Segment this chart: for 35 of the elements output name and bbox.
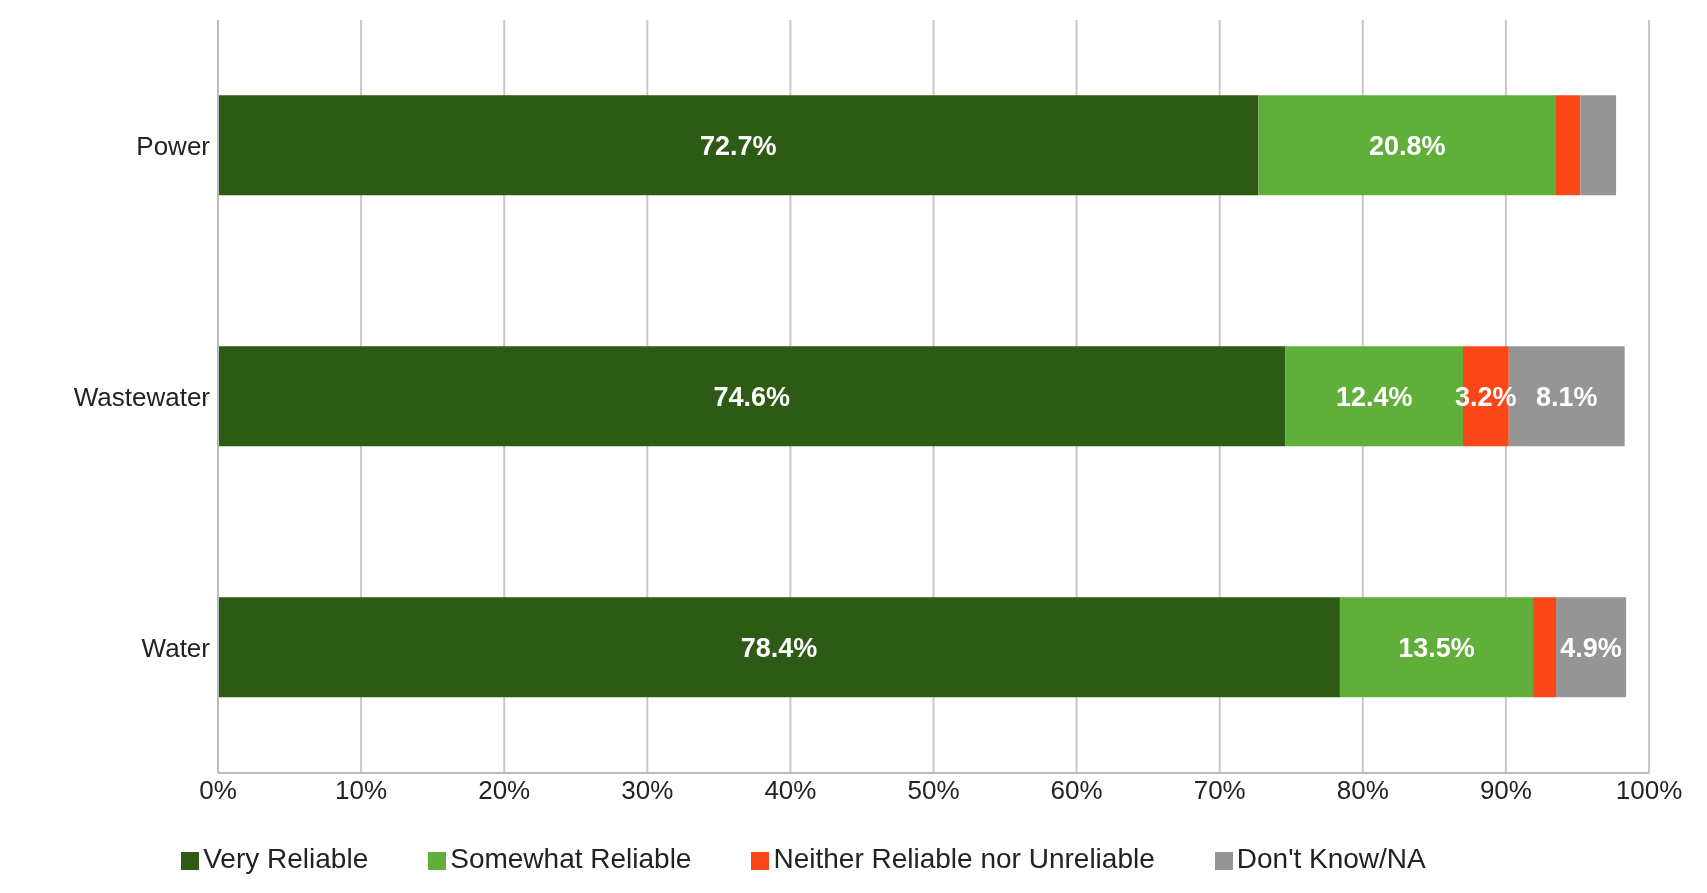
x-tick-label: 40% (764, 775, 817, 806)
legend-label: Neither Reliable nor Unreliable (773, 843, 1155, 874)
bar (1555, 597, 1627, 698)
data-label: 20.8% (1368, 130, 1446, 161)
bar (1339, 597, 1534, 698)
data-label: 4.9% (1560, 632, 1622, 663)
data-label: 8.1% (1535, 381, 1598, 412)
legend-label: Somewhat Reliable (450, 843, 692, 874)
y-tick-label: Wastewater (73, 381, 211, 412)
x-tick-label: 60% (1050, 775, 1103, 806)
bar (218, 346, 1286, 447)
data-label: 74.6% (713, 381, 791, 412)
data-label: 12.4% (1335, 381, 1413, 412)
legend-label: Don't Know/NA (1236, 843, 1426, 874)
x-tick-label: 80% (1336, 775, 1389, 806)
legend-label: Very Reliable (203, 843, 369, 874)
bar (218, 597, 1340, 698)
x-tick-label: 100% (1615, 775, 1683, 806)
data-label: 72.7% (699, 130, 777, 161)
y-tick-label: Power (136, 130, 211, 161)
x-tick-label: 10% (335, 775, 388, 806)
x-tick-label: 30% (621, 775, 674, 806)
bar (1555, 95, 1581, 196)
data-label: 13.5% (1398, 632, 1475, 663)
x-tick-label: 70% (1193, 775, 1246, 806)
y-tick-label: Water (141, 632, 211, 663)
x-tick-label: 50% (907, 775, 960, 806)
bar (1580, 95, 1617, 196)
bar (1533, 597, 1556, 698)
x-tick-label: 0% (199, 775, 237, 806)
x-tick-label: 20% (478, 775, 531, 806)
x-tick-label: 90% (1479, 775, 1532, 806)
bar (218, 95, 1259, 196)
bar (1258, 95, 1556, 196)
data-label: 78.4% (740, 632, 818, 663)
